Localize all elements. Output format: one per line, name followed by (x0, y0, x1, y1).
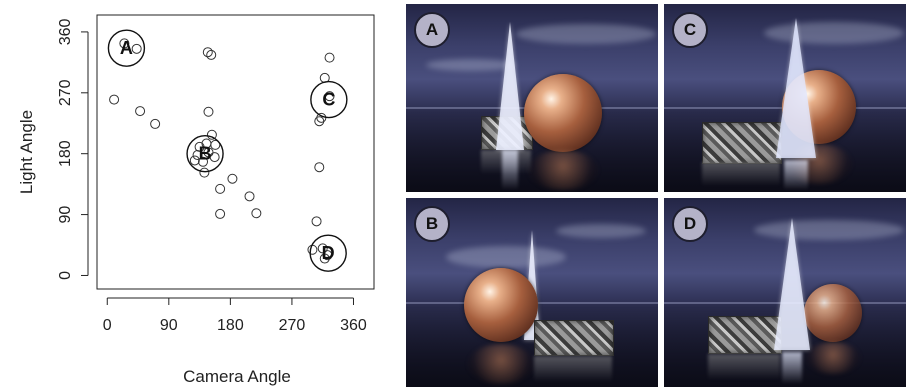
highlight-circle (310, 80, 348, 119)
highlight-circle (186, 134, 224, 173)
data-point (194, 141, 205, 152)
data-point (206, 49, 217, 60)
x-tick-label: 270 (279, 317, 306, 334)
x-tick-label: 90 (160, 317, 178, 334)
plot-frame (96, 14, 375, 290)
data-point (109, 94, 120, 105)
data-point (203, 106, 214, 117)
render-panel-a: A (406, 4, 658, 192)
y-tick-label: 90 (57, 206, 74, 224)
data-point (324, 52, 335, 63)
cloud (556, 224, 646, 238)
glass-cone (776, 18, 816, 158)
render-panel-b: B (406, 198, 658, 387)
highlight-label: D (322, 243, 335, 263)
box-reflection (702, 162, 780, 186)
scatter-plot: 0 90 180 270 360 0 90 180 270 360 A B C D Camera An… (17, 14, 375, 386)
cloud (426, 59, 516, 71)
copper-sphere (804, 284, 862, 342)
data-point (199, 167, 210, 178)
cloud (516, 24, 656, 44)
panel-label-badge: A (414, 12, 450, 48)
data-point (251, 208, 262, 219)
data-point (119, 38, 130, 49)
data-point (131, 43, 142, 54)
data-point (319, 253, 330, 264)
data-point (311, 216, 322, 227)
render-panel-d: D (664, 198, 906, 387)
data-point (209, 152, 220, 163)
sphere-reflection (468, 344, 534, 384)
sphere-reflection (806, 342, 860, 374)
cone-reflection (782, 352, 802, 384)
data-point (227, 173, 238, 184)
highlight-circle (107, 29, 146, 67)
highlight-label: A (120, 38, 133, 58)
data-point (314, 162, 325, 173)
data-point (206, 129, 217, 140)
panel-label-badge: C (672, 12, 708, 48)
y-axis-title: Light Angle (17, 110, 36, 194)
panel-label-badge: B (414, 206, 450, 242)
data-point (135, 106, 146, 117)
x-axis: 0 90 180 270 360 (103, 297, 367, 334)
data-point (150, 118, 161, 129)
x-tick-label: 0 (103, 317, 112, 334)
data-point (322, 250, 333, 261)
y-axis: 0 90 180 270 360 (57, 18, 89, 280)
cloud (446, 246, 566, 268)
textured-box (702, 122, 782, 164)
cone-reflection (502, 150, 518, 190)
glass-cone (774, 218, 810, 350)
sphere-reflection (528, 150, 598, 190)
x-axis-title: Camera Angle (183, 367, 291, 386)
copper-sphere (464, 268, 538, 342)
data-point (244, 191, 255, 202)
highlight-label: C (322, 90, 335, 110)
data-point (189, 155, 200, 166)
y-tick-label: 270 (57, 79, 74, 106)
highlights-layer: A B C D (107, 29, 348, 272)
data-point (203, 147, 214, 158)
textured-box (708, 316, 782, 354)
x-tick-label: 180 (217, 317, 244, 334)
x-tick-label: 360 (340, 317, 367, 334)
y-tick-label: 360 (57, 18, 74, 45)
data-point (314, 116, 325, 127)
data-point (192, 150, 203, 161)
panel-label-badge: D (672, 206, 708, 242)
cone-reflection (784, 160, 808, 190)
data-point (324, 91, 335, 102)
points-layer (109, 38, 335, 264)
glass-cone (496, 22, 524, 150)
textured-box (534, 320, 614, 356)
data-point (317, 243, 328, 254)
data-point (202, 47, 213, 58)
render-panel-c: C (664, 4, 906, 192)
highlight-label: B (199, 144, 212, 164)
data-point (198, 156, 209, 167)
box-reflection (534, 356, 612, 382)
data-point (215, 208, 226, 219)
data-point (215, 183, 226, 194)
box-reflection (708, 354, 780, 380)
y-tick-label: 180 (57, 140, 74, 167)
data-point (307, 244, 318, 255)
y-tick-label: 0 (57, 271, 74, 280)
copper-sphere (524, 74, 602, 152)
data-point (210, 139, 221, 150)
highlight-circle (309, 234, 347, 272)
